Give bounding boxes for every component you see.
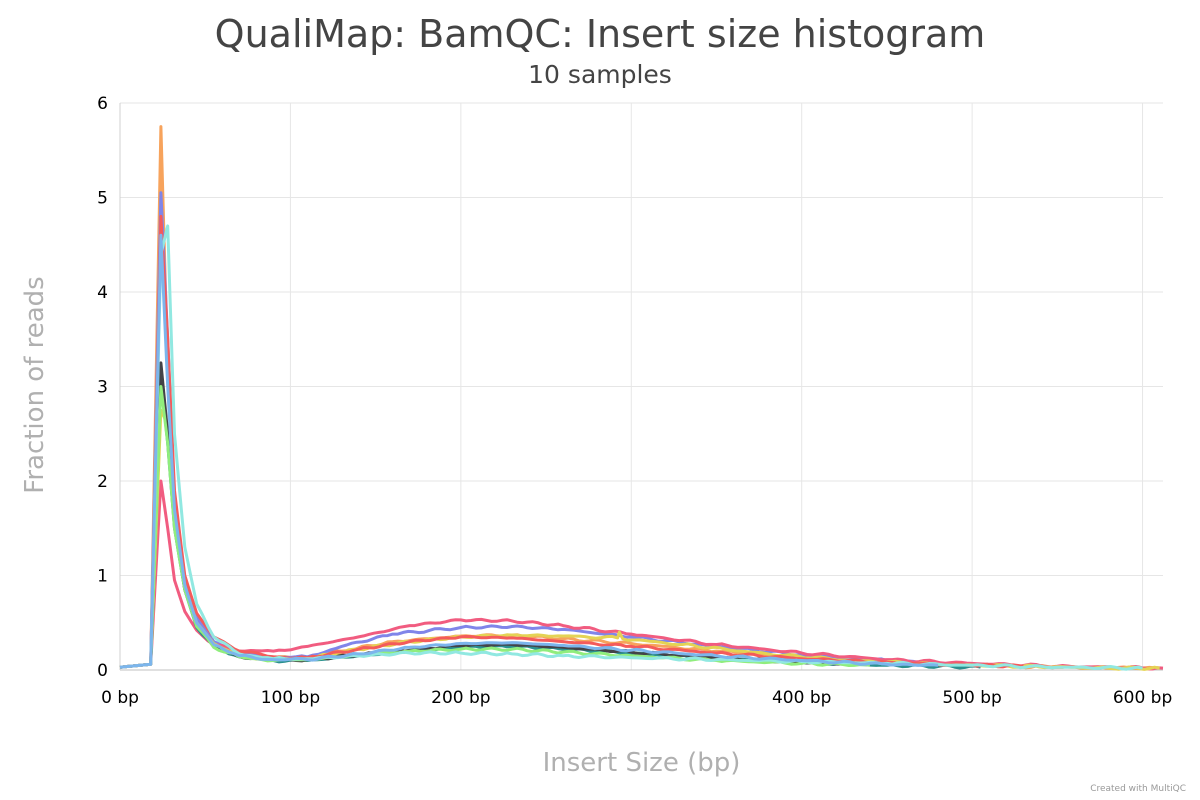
credit-text: Created with MultiQC [1090, 784, 1186, 794]
chart-title: QualiMap: BamQC: Insert size histogram [214, 12, 986, 56]
grid [119, 102, 1163, 671]
y-tick-label: 4 [97, 283, 108, 303]
x-tick-label: 500 bp [942, 688, 1001, 708]
x-tick-label: 200 bp [431, 688, 490, 708]
x-tick-label: 400 bp [772, 688, 831, 708]
series-line-2[interactable] [119, 191, 956, 669]
y-tick-label: 1 [97, 567, 108, 587]
x-tick-label: 600 bp [1113, 688, 1172, 708]
x-tick-label: 0 bp [101, 688, 139, 708]
x-axis-label: Insert Size (bp) [542, 748, 741, 778]
y-axis-label: Fraction of reads [20, 276, 50, 494]
y-tick-label: 6 [97, 94, 108, 114]
y-tick-label: 2 [97, 472, 108, 492]
series-line-10[interactable] [119, 233, 939, 669]
series-line-4[interactable] [119, 408, 1160, 671]
tick-labels: 0 bp 100 bp 200 bp 300 bp 400 bp 500 bp 600 bp… [97, 94, 1172, 708]
y-tick-label: 3 [97, 378, 108, 398]
y-tick-label: 0 [97, 661, 108, 681]
series-line-8[interactable] [119, 214, 1024, 669]
x-tick-label: 100 bp [261, 688, 320, 708]
series-line-1[interactable] [119, 125, 1160, 671]
x-tick-label: 300 bp [602, 688, 661, 708]
series-lines [119, 125, 1164, 671]
chart-subtitle: 10 samples [528, 60, 672, 89]
y-tick-label: 5 [97, 189, 108, 209]
